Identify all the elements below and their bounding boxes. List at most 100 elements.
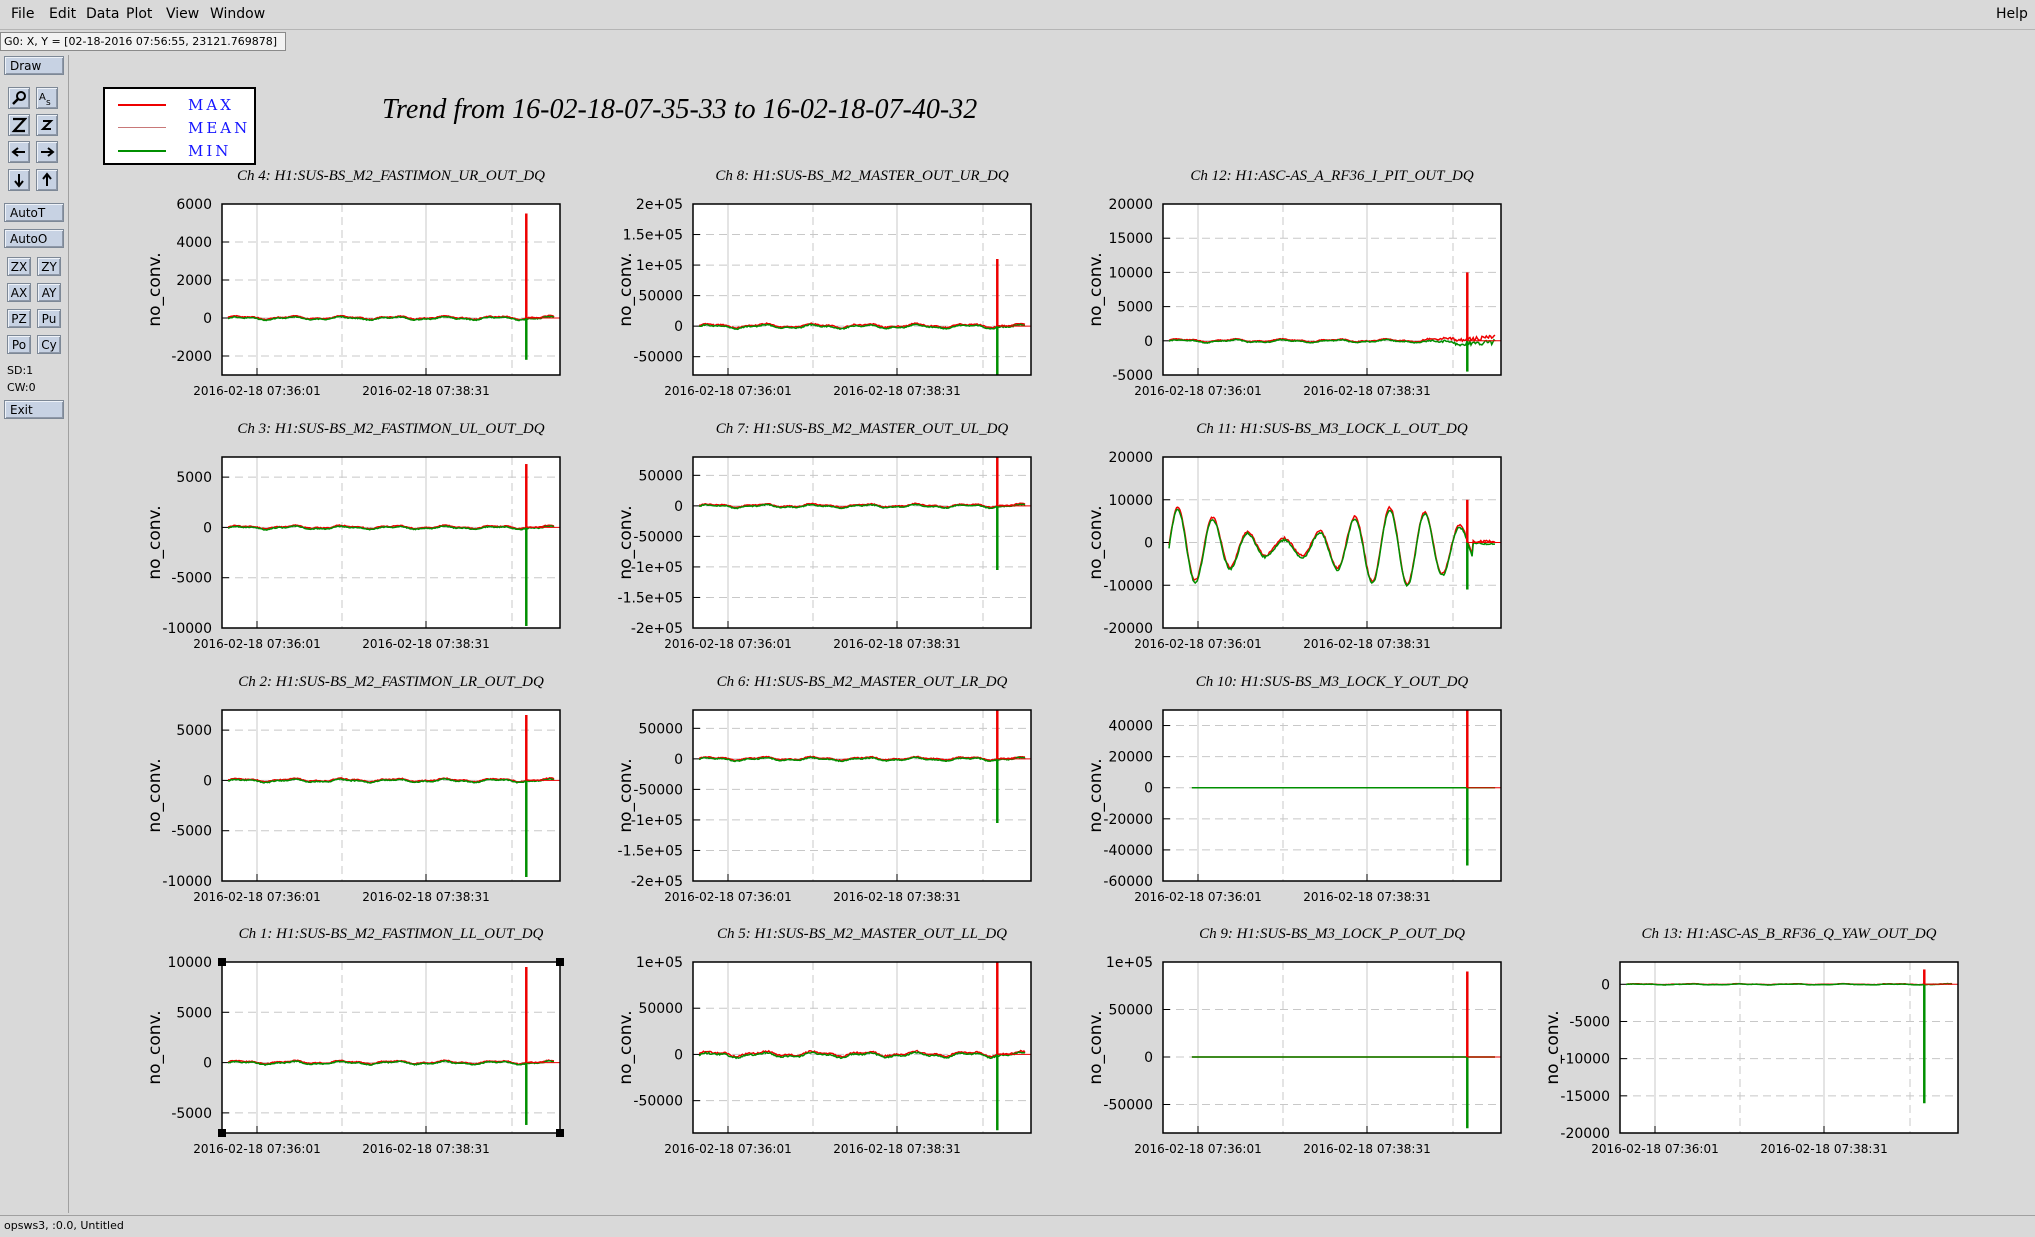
menu-window[interactable]: Window	[210, 6, 266, 22]
ax-button[interactable]: AX	[7, 283, 31, 302]
menu-edit[interactable]: Edit	[49, 6, 77, 22]
x-tick-label: 2016-02-18 07:36:01	[1134, 637, 1261, 651]
plot-frame	[221, 709, 561, 882]
series-min-line	[1625, 983, 1953, 986]
autoo-button[interactable]: AutoO	[4, 229, 64, 248]
pu-button[interactable]: Pu	[37, 309, 61, 328]
y-tick-label: 50000	[638, 468, 683, 484]
menu-file[interactable]: File	[11, 6, 35, 22]
magnify-icon[interactable]	[8, 87, 30, 109]
x-tick-label: 2016-02-18 07:36:01	[1591, 1142, 1718, 1156]
y-tick-label: 1e+05	[1106, 955, 1153, 971]
legend-label-max: MAX	[188, 96, 234, 114]
status-bar: opsws3, :0.0, Untitled	[0, 1215, 2035, 1237]
y-tick-label: 0	[1601, 977, 1610, 993]
zy-button[interactable]: ZY	[37, 257, 61, 276]
chart-panel-5[interactable]: Ch 7: H1:SUS-BS_M2_MASTER_OUT_UL_DQ 50000…	[616, 421, 1032, 651]
arrow-up-icon[interactable]	[36, 169, 58, 191]
x-tick-label: 2016-02-18 07:38:31	[362, 637, 489, 651]
plot-frame	[692, 456, 1032, 629]
menu-data[interactable]: Data	[86, 6, 120, 22]
cy-button[interactable]: Cy	[37, 335, 61, 354]
chart-panel-11[interactable]: Ch 5: H1:SUS-BS_M2_MASTER_OUT_LL_DQ 1e+05…	[616, 926, 1032, 1156]
chart-panel-6[interactable]: Ch 11: H1:SUS-BS_M3_LOCK_L_OUT_DQ 20000 10…	[1086, 421, 1502, 651]
selection-handle[interactable]	[556, 1129, 564, 1137]
chart-panel-7[interactable]: Ch 2: H1:SUS-BS_M2_FASTIMON_LR_OUT_DQ 500…	[145, 674, 561, 904]
x-tick-label: 2016-02-18 07:38:31	[1760, 1142, 1887, 1156]
y-tick-label: 15000	[1108, 231, 1153, 247]
y-tick-label: -10000	[1103, 578, 1153, 594]
menu-view[interactable]: View	[166, 6, 200, 22]
y-axis-label: no_conv.	[616, 252, 636, 326]
x-tick-label: 2016-02-18 07:38:31	[833, 637, 960, 651]
arrow-left-icon[interactable]	[8, 141, 30, 163]
y-tick-label: -2000	[171, 349, 212, 365]
y-tick-label: -1e+05	[631, 813, 683, 829]
panel-title: Ch 3: H1:SUS-BS_M2_FASTIMON_UL_OUT_DQ	[237, 421, 544, 437]
panel-title: Ch 4: H1:SUS-BS_M2_FASTIMON_UR_OUT_DQ	[237, 168, 545, 184]
y-tick-label: 50000	[638, 1001, 683, 1017]
x-tick-label: 2016-02-18 07:36:01	[664, 1142, 791, 1156]
y-tick-label: 0	[1144, 536, 1153, 552]
autot-button[interactable]: AutoT	[4, 203, 64, 222]
plot-background	[693, 710, 1031, 881]
x-tick-label: 2016-02-18 07:36:01	[193, 1142, 320, 1156]
y-tick-label: -1e+05	[631, 560, 683, 576]
exit-button[interactable]: Exit	[4, 400, 64, 419]
y-tick-label: -15000	[1560, 1089, 1610, 1105]
zx-button[interactable]: ZX	[7, 257, 31, 276]
panel-title: Ch 13: H1:ASC-AS_B_RF36_Q_YAW_OUT_DQ	[1641, 926, 1936, 942]
y-axis-label: no_conv.	[1086, 252, 1106, 326]
series-min-line	[227, 777, 555, 784]
y-tick-label: -5000	[171, 571, 212, 587]
ay-button[interactable]: AY	[37, 283, 61, 302]
y-tick-label: 20000	[1108, 197, 1153, 213]
selection-handle[interactable]	[556, 958, 564, 966]
po-button[interactable]: Po	[7, 335, 31, 354]
coordinate-readout: G0: X, Y = [02-18-2016 07:56:55, 23121.7…	[0, 32, 286, 51]
selection-handle[interactable]	[218, 958, 226, 966]
y-tick-label: -50000	[1103, 1098, 1153, 1114]
chart-panel-10[interactable]: Ch 1: H1:SUS-BS_M2_FASTIMON_LL_OUT_DQ 100…	[145, 926, 564, 1156]
y-tick-label: 50000	[1108, 1003, 1153, 1019]
y-axis-label: no_conv.	[1086, 1010, 1106, 1084]
chart-panel-13[interactable]: Ch 13: H1:ASC-AS_B_RF36_Q_YAW_OUT_DQ 0 -50…	[1543, 926, 1959, 1156]
pz-button[interactable]: PZ	[7, 309, 31, 328]
x-tick-label: 2016-02-18 07:38:31	[833, 1142, 960, 1156]
series-min-line	[698, 756, 1026, 763]
chart-panel-9[interactable]: Ch 10: H1:SUS-BS_M3_LOCK_Y_OUT_DQ 40000 20…	[1086, 674, 1502, 904]
draw-button[interactable]: Draw	[4, 56, 64, 75]
y-tick-label: 0	[674, 319, 683, 335]
selection-handle[interactable]	[218, 1129, 226, 1137]
legend-swatch-min	[118, 150, 166, 152]
menu-help[interactable]: Help	[1996, 6, 2028, 22]
y-tick-label: -5000	[171, 1106, 212, 1122]
zoom-in-icon[interactable]	[8, 114, 30, 136]
arrow-down-icon[interactable]	[8, 169, 30, 191]
series-max-line	[699, 755, 1026, 762]
y-axis-label: no_conv.	[1543, 1010, 1563, 1084]
y-tick-label: 20000	[1108, 750, 1153, 766]
y-tick-label: -50000	[633, 350, 683, 366]
chart-panel-12[interactable]: Ch 9: H1:SUS-BS_M3_LOCK_P_OUT_DQ 1e+05 500…	[1086, 926, 1502, 1156]
chart-panel-3[interactable]: Ch 12: H1:ASC-AS_A_RF36_I_PIT_OUT_DQ 2000…	[1086, 168, 1502, 398]
plot-background	[222, 962, 560, 1133]
arrow-right-icon[interactable]	[36, 141, 58, 163]
menu-plot[interactable]: Plot	[126, 6, 153, 22]
zoom-out-icon[interactable]	[36, 114, 58, 136]
y-tick-label: -10000	[162, 621, 212, 637]
chart-panel-1[interactable]: Ch 4: H1:SUS-BS_M2_FASTIMON_UR_OUT_DQ 600…	[145, 168, 561, 398]
panel-title: Ch 9: H1:SUS-BS_M3_LOCK_P_OUT_DQ	[1199, 926, 1465, 942]
legend-item-mean: MEAN	[105, 118, 255, 138]
chart-panel-8[interactable]: Ch 6: H1:SUS-BS_M2_MASTER_OUT_LR_DQ 50000…	[616, 674, 1032, 904]
chart-panel-4[interactable]: Ch 3: H1:SUS-BS_M2_FASTIMON_UL_OUT_DQ 500…	[145, 421, 561, 651]
panel-title: Ch 11: H1:SUS-BS_M3_LOCK_L_OUT_DQ	[1196, 421, 1468, 437]
y-tick-label: 2e+05	[636, 197, 683, 213]
panel-title: Ch 10: H1:SUS-BS_M3_LOCK_Y_OUT_DQ	[1196, 674, 1469, 690]
y-tick-label: 2000	[176, 273, 212, 289]
chart-panel-2[interactable]: Ch 8: H1:SUS-BS_M2_MASTER_OUT_UR_DQ 2e+05…	[616, 168, 1032, 398]
series-min-line	[699, 323, 1025, 331]
